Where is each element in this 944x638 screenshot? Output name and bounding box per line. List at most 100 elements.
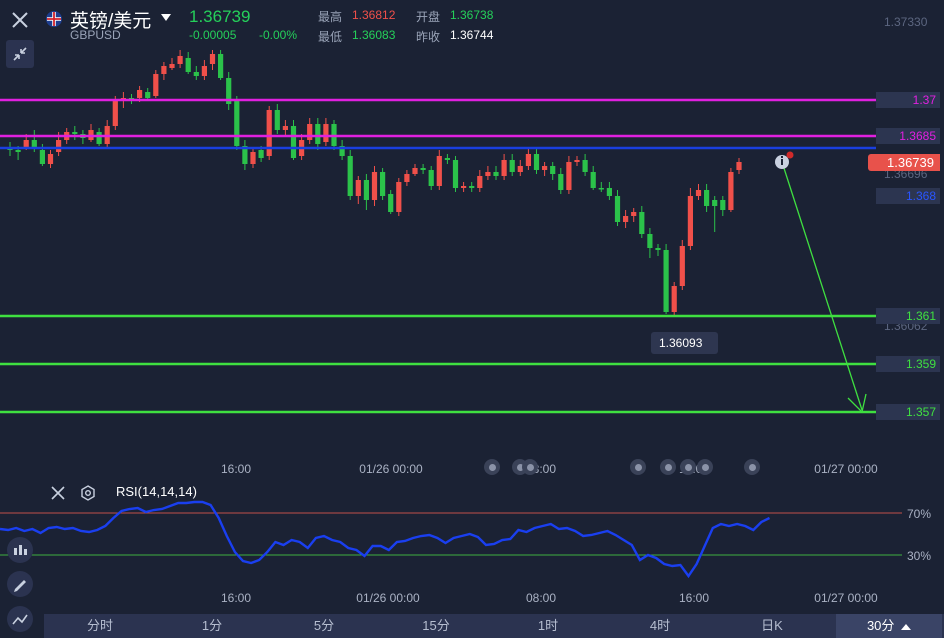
candle-body: [307, 124, 313, 140]
candlestick-chart[interactable]: [0, 0, 944, 480]
candle-body: [23, 140, 29, 148]
high-label: 最高: [318, 10, 343, 24]
tab-1hour[interactable]: 1时: [537, 618, 559, 633]
instrument-code: GBPUSD: [70, 28, 121, 42]
tab-1min[interactable]: 1分: [201, 618, 223, 633]
event-dot-icon: [748, 463, 756, 471]
tab-30min-active[interactable]: 30分: [836, 614, 942, 638]
event-marker[interactable]: [744, 459, 760, 475]
last-price: 1.36739: [189, 7, 251, 26]
price-change: -0.00005: [189, 28, 237, 42]
candle-body: [388, 194, 394, 212]
event-dot-icon: [516, 463, 524, 471]
event-marker[interactable]: [660, 459, 676, 475]
candle-body: [542, 166, 548, 170]
candle-body: [477, 176, 483, 188]
candle-body: [363, 180, 369, 200]
low-label: 最低: [318, 30, 343, 44]
candle-body: [501, 160, 507, 176]
candle-body: [671, 286, 677, 312]
candle-body: [574, 160, 580, 162]
tab-30min-label: 30分: [866, 618, 895, 633]
candle-body: [704, 190, 710, 206]
gear-icon[interactable]: [80, 485, 96, 501]
level-label-1368[interactable]: 1.368: [876, 188, 940, 204]
tab-timeshare[interactable]: 分时: [86, 618, 113, 633]
candle-body: [31, 140, 37, 148]
candle-body: [631, 212, 637, 216]
candles-icon: [14, 545, 27, 555]
candle-body: [15, 150, 21, 152]
open-label: 开盘: [416, 10, 441, 24]
price-change-pct: -0.00%: [259, 28, 298, 42]
close-icon: [12, 12, 28, 28]
candle-body: [161, 66, 167, 74]
high-value: 1.36812: [352, 8, 396, 22]
candle-body: [315, 124, 321, 144]
candle-body: [598, 188, 604, 190]
candle-body: [266, 110, 272, 156]
event-marker[interactable]: [484, 459, 500, 475]
candle-body: [56, 140, 62, 152]
uk-flag-icon: [46, 11, 62, 27]
level-label-1370[interactable]: 1.37: [876, 92, 940, 108]
line-tool-button[interactable]: [7, 606, 33, 632]
rsi-time-label: 08:00: [525, 591, 557, 605]
pencil-icon: [14, 580, 26, 592]
tab-4hour[interactable]: 4时: [649, 618, 671, 633]
draw-button[interactable]: [7, 571, 33, 597]
indicator-title[interactable]: RSI(14,14,14): [116, 484, 197, 499]
level-label-1357[interactable]: 1.357: [876, 404, 940, 420]
tab-15min[interactable]: 15分: [422, 618, 450, 633]
event-marker[interactable]: [697, 459, 713, 475]
candle-body: [153, 74, 159, 96]
candle-body: [209, 54, 216, 64]
close-icon[interactable]: [51, 486, 65, 500]
event-dot-icon: [684, 463, 692, 471]
candle-body: [695, 190, 702, 196]
candle-body: [582, 160, 588, 172]
period-tab-bar: [44, 614, 944, 638]
candle-body: [469, 186, 475, 188]
event-marker[interactable]: [522, 459, 538, 475]
current-price-value: 1.36739: [887, 155, 934, 170]
candle-body: [590, 172, 596, 188]
tab-5min[interactable]: 5分: [313, 618, 335, 633]
candle-body: [566, 162, 572, 190]
candle-body: [647, 234, 653, 248]
candle-body: [679, 246, 685, 286]
candle-body: [550, 166, 556, 174]
instrument-name[interactable]: 英镑/美元: [70, 11, 152, 32]
close-button[interactable]: [6, 6, 34, 34]
caret-down-icon[interactable]: [161, 14, 171, 22]
candle-body: [339, 146, 345, 156]
rsi-upper-label: 70%: [907, 507, 932, 521]
candle-body: [509, 160, 515, 172]
level-label-1361[interactable]: 1.361: [876, 308, 940, 324]
collapse-button[interactable]: [6, 40, 34, 68]
candle-body: [606, 188, 612, 196]
event-marker[interactable]: [630, 459, 646, 475]
candle-body: [226, 78, 232, 104]
candle-body: [639, 212, 645, 234]
event-dot-icon: [488, 463, 496, 471]
indicators-button[interactable]: [7, 537, 33, 563]
tab-daily[interactable]: 日K: [761, 618, 783, 633]
candle-body: [274, 110, 280, 130]
caret-up-icon: [901, 623, 912, 630]
event-dot-icon: [526, 463, 534, 471]
candle-body: [323, 124, 329, 142]
candle-body: [525, 154, 531, 166]
rsi-chart: [0, 500, 902, 579]
level-label-1359[interactable]: 1.359: [876, 356, 940, 372]
event-marker[interactable]: [680, 459, 696, 475]
candle-body: [736, 162, 742, 170]
candle-body: [145, 92, 151, 98]
candle-body: [712, 200, 718, 206]
price-alert-dot[interactable]: [786, 151, 794, 159]
level-label-13685[interactable]: 1.3685: [876, 128, 940, 144]
candle-body: [461, 186, 467, 188]
candle-body: [436, 156, 442, 186]
candle-body: [218, 54, 224, 78]
